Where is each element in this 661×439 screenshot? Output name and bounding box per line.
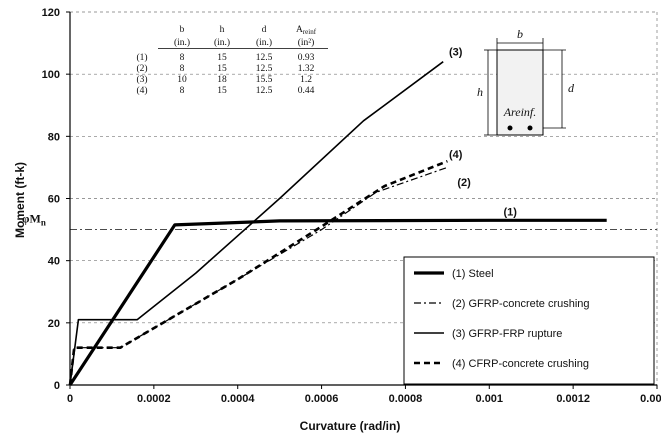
dim-d-label: d xyxy=(568,81,575,95)
x-tick-label: 0.0006 xyxy=(305,393,339,405)
reference-line-group: φMn xyxy=(22,212,657,230)
y-tick-label: 0 xyxy=(54,380,60,392)
legend-box xyxy=(403,256,655,385)
curve-label-4: (4) xyxy=(449,149,463,161)
table-cell: 15 xyxy=(217,53,227,63)
table-header-2: h xyxy=(220,25,225,35)
x-tick-label: 0.001 xyxy=(476,393,504,405)
dim-b-label: b xyxy=(517,27,523,41)
table-cell: 1.32 xyxy=(298,64,315,74)
curve-label-3: (3) xyxy=(449,47,463,59)
y-tick-label: 120 xyxy=(42,7,60,19)
series-line-2 xyxy=(69,166,448,386)
table-cell: 15 xyxy=(217,86,227,96)
table-cell: 12.5 xyxy=(256,53,273,63)
series-lines xyxy=(68,61,607,386)
y-tick-label: 20 xyxy=(48,318,60,330)
x-tick-label: 0 xyxy=(67,393,73,405)
table-cell: 18 xyxy=(217,75,227,85)
table-cell: 8 xyxy=(180,64,185,74)
dim-h-label: h xyxy=(477,85,483,99)
table-cell: (4) xyxy=(136,85,147,96)
phi-mn-label: φMn xyxy=(22,212,46,228)
table-cell: 15 xyxy=(217,64,227,74)
series-line-1 xyxy=(68,218,607,386)
table-cell: 8 xyxy=(180,53,185,63)
x-axis-title: Curvature (rad/in) xyxy=(300,419,401,433)
table-cell: (3) xyxy=(136,74,147,85)
rebar-dot xyxy=(527,125,533,131)
table-cell: 12.5 xyxy=(256,86,273,96)
x-tick-label: 0.0004 xyxy=(221,393,256,405)
y-tick-label: 80 xyxy=(48,131,60,143)
table-cell: 12.5 xyxy=(256,64,273,74)
table-header-unit-4: (in²) xyxy=(298,37,315,48)
table-header-unit-1: (in.) xyxy=(174,37,190,48)
table-header-4: Areinf xyxy=(296,25,317,36)
table-cell: 15.5 xyxy=(256,75,273,85)
table-cell: (1) xyxy=(136,52,147,63)
table-header-unit-3: (in.) xyxy=(256,37,272,48)
table-cell: 0.93 xyxy=(298,53,315,63)
table-header-3: d xyxy=(262,25,267,35)
series-line-4 xyxy=(68,159,448,386)
curve-labels: (1) (2) (3) (4) xyxy=(449,47,517,219)
x-tick-label: 0.0012 xyxy=(556,393,590,405)
x-tick-label: 0.0014 xyxy=(640,393,661,405)
cross-section-diagram: b h d Areinf. xyxy=(477,27,575,136)
y-tick-label: 40 xyxy=(48,256,60,268)
grid-lines xyxy=(70,11,658,385)
y-tick-labels: 0 20 40 60 80 100 120 xyxy=(42,7,70,392)
properties-table: b (in.) h (in.) d (in.) Areinf(in²) (1) 8 15 12.5 0… xyxy=(136,25,328,96)
legend-label-2: (2) GFRP-concrete crushing xyxy=(452,298,590,310)
y-tick-label: 60 xyxy=(48,194,60,206)
curve-label-1: (1) xyxy=(504,207,518,219)
reinf-label: Areinf. xyxy=(503,105,537,119)
table-cell: 1.2 xyxy=(300,75,312,85)
table-header-unit-2: (in.) xyxy=(214,37,230,48)
y-axis-title: Moment (ft-k) xyxy=(13,162,27,238)
series-line-3 xyxy=(69,61,444,386)
x-tick-labels: 0 0.0002 0.0004 0.0006 0.0008 0.001 0.0012 0.00… xyxy=(67,385,661,405)
legend-label-1: (1) Steel xyxy=(452,268,494,280)
table-header-1: b xyxy=(180,25,185,35)
table-cell: 10 xyxy=(177,75,187,85)
legend: (1) Steel (2) GFRP-concrete crushing (3) G… xyxy=(403,256,655,385)
table-cell: (2) xyxy=(136,63,147,74)
x-tick-label: 0.0008 xyxy=(389,393,423,405)
x-tick-label: 0.0002 xyxy=(137,393,171,405)
rebar-dot xyxy=(507,125,513,131)
y-tick-label: 100 xyxy=(42,69,60,81)
legend-label-3: (3) GFRP-FRP rupture xyxy=(452,328,562,340)
section-rect xyxy=(496,49,544,136)
curve-label-2: (2) xyxy=(457,177,471,189)
table-cell: 8 xyxy=(180,86,185,96)
table-cell: 0.44 xyxy=(298,86,315,96)
legend-label-4: (4) CFRP-concrete crushing xyxy=(452,358,589,370)
